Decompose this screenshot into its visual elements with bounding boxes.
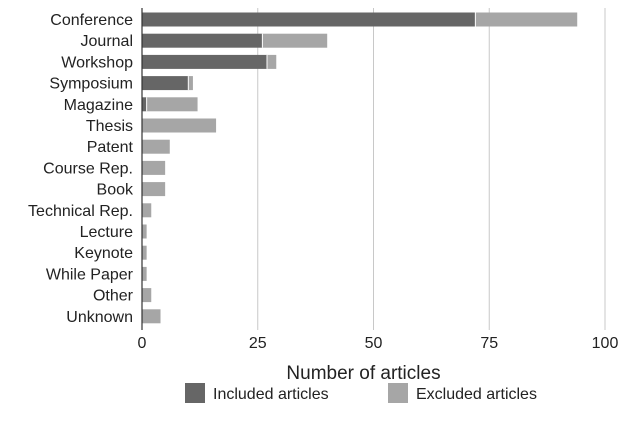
x-tick-label: 75 — [480, 335, 498, 352]
bar-excluded — [188, 76, 193, 91]
bar-excluded — [146, 97, 198, 112]
bar-excluded — [142, 245, 147, 260]
x-tick-label: 50 — [365, 335, 383, 352]
legend-label-excluded: Excluded articles — [416, 386, 537, 403]
bars — [142, 12, 578, 324]
category-label: Patent — [87, 139, 134, 156]
category-label: Technical Rep. — [28, 203, 133, 220]
category-label: While Paper — [46, 266, 134, 283]
bar-excluded — [142, 266, 147, 281]
bar-excluded — [142, 139, 170, 154]
bar-included — [142, 76, 189, 91]
x-tick-labels: 0 25 50 75 100 — [138, 335, 619, 352]
bar-excluded — [267, 54, 277, 69]
x-axis-title: Number of articles — [286, 363, 440, 384]
bar-excluded — [142, 288, 152, 303]
category-label: Lecture — [80, 224, 133, 241]
bar-excluded — [142, 309, 161, 324]
category-label: Other — [93, 288, 134, 305]
bar-included — [142, 12, 476, 27]
bar-excluded — [475, 12, 578, 27]
category-label: Course Rep. — [43, 160, 133, 177]
bar-excluded — [262, 33, 328, 48]
bar-excluded — [142, 118, 217, 133]
bar-included — [142, 97, 147, 112]
bar-excluded — [142, 160, 166, 175]
category-label: Unknown — [66, 309, 133, 326]
legend: Included articles Excluded articles — [185, 383, 537, 403]
bar-excluded — [142, 224, 147, 239]
legend-swatch-included — [185, 383, 205, 403]
category-labels: Conference Journal Workshop Symposium Magazi… — [28, 12, 134, 326]
category-label: Keynote — [74, 245, 133, 262]
x-tick-label: 100 — [592, 335, 619, 352]
category-label: Symposium — [49, 76, 133, 93]
bar-included — [142, 54, 268, 69]
x-tick-label: 25 — [249, 335, 267, 352]
legend-label-included: Included articles — [213, 386, 329, 403]
category-label: Magazine — [64, 97, 133, 114]
category-label: Journal — [81, 33, 133, 50]
category-label: Workshop — [61, 54, 133, 71]
gridlines — [257, 8, 606, 330]
category-label: Thesis — [86, 118, 133, 135]
category-label: Book — [97, 182, 134, 199]
legend-swatch-excluded — [388, 383, 408, 403]
x-tick-label: 0 — [138, 335, 147, 352]
bar-included — [142, 33, 263, 48]
bar-excluded — [142, 182, 166, 197]
category-label: Conference — [50, 12, 133, 29]
bar-excluded — [142, 203, 152, 218]
